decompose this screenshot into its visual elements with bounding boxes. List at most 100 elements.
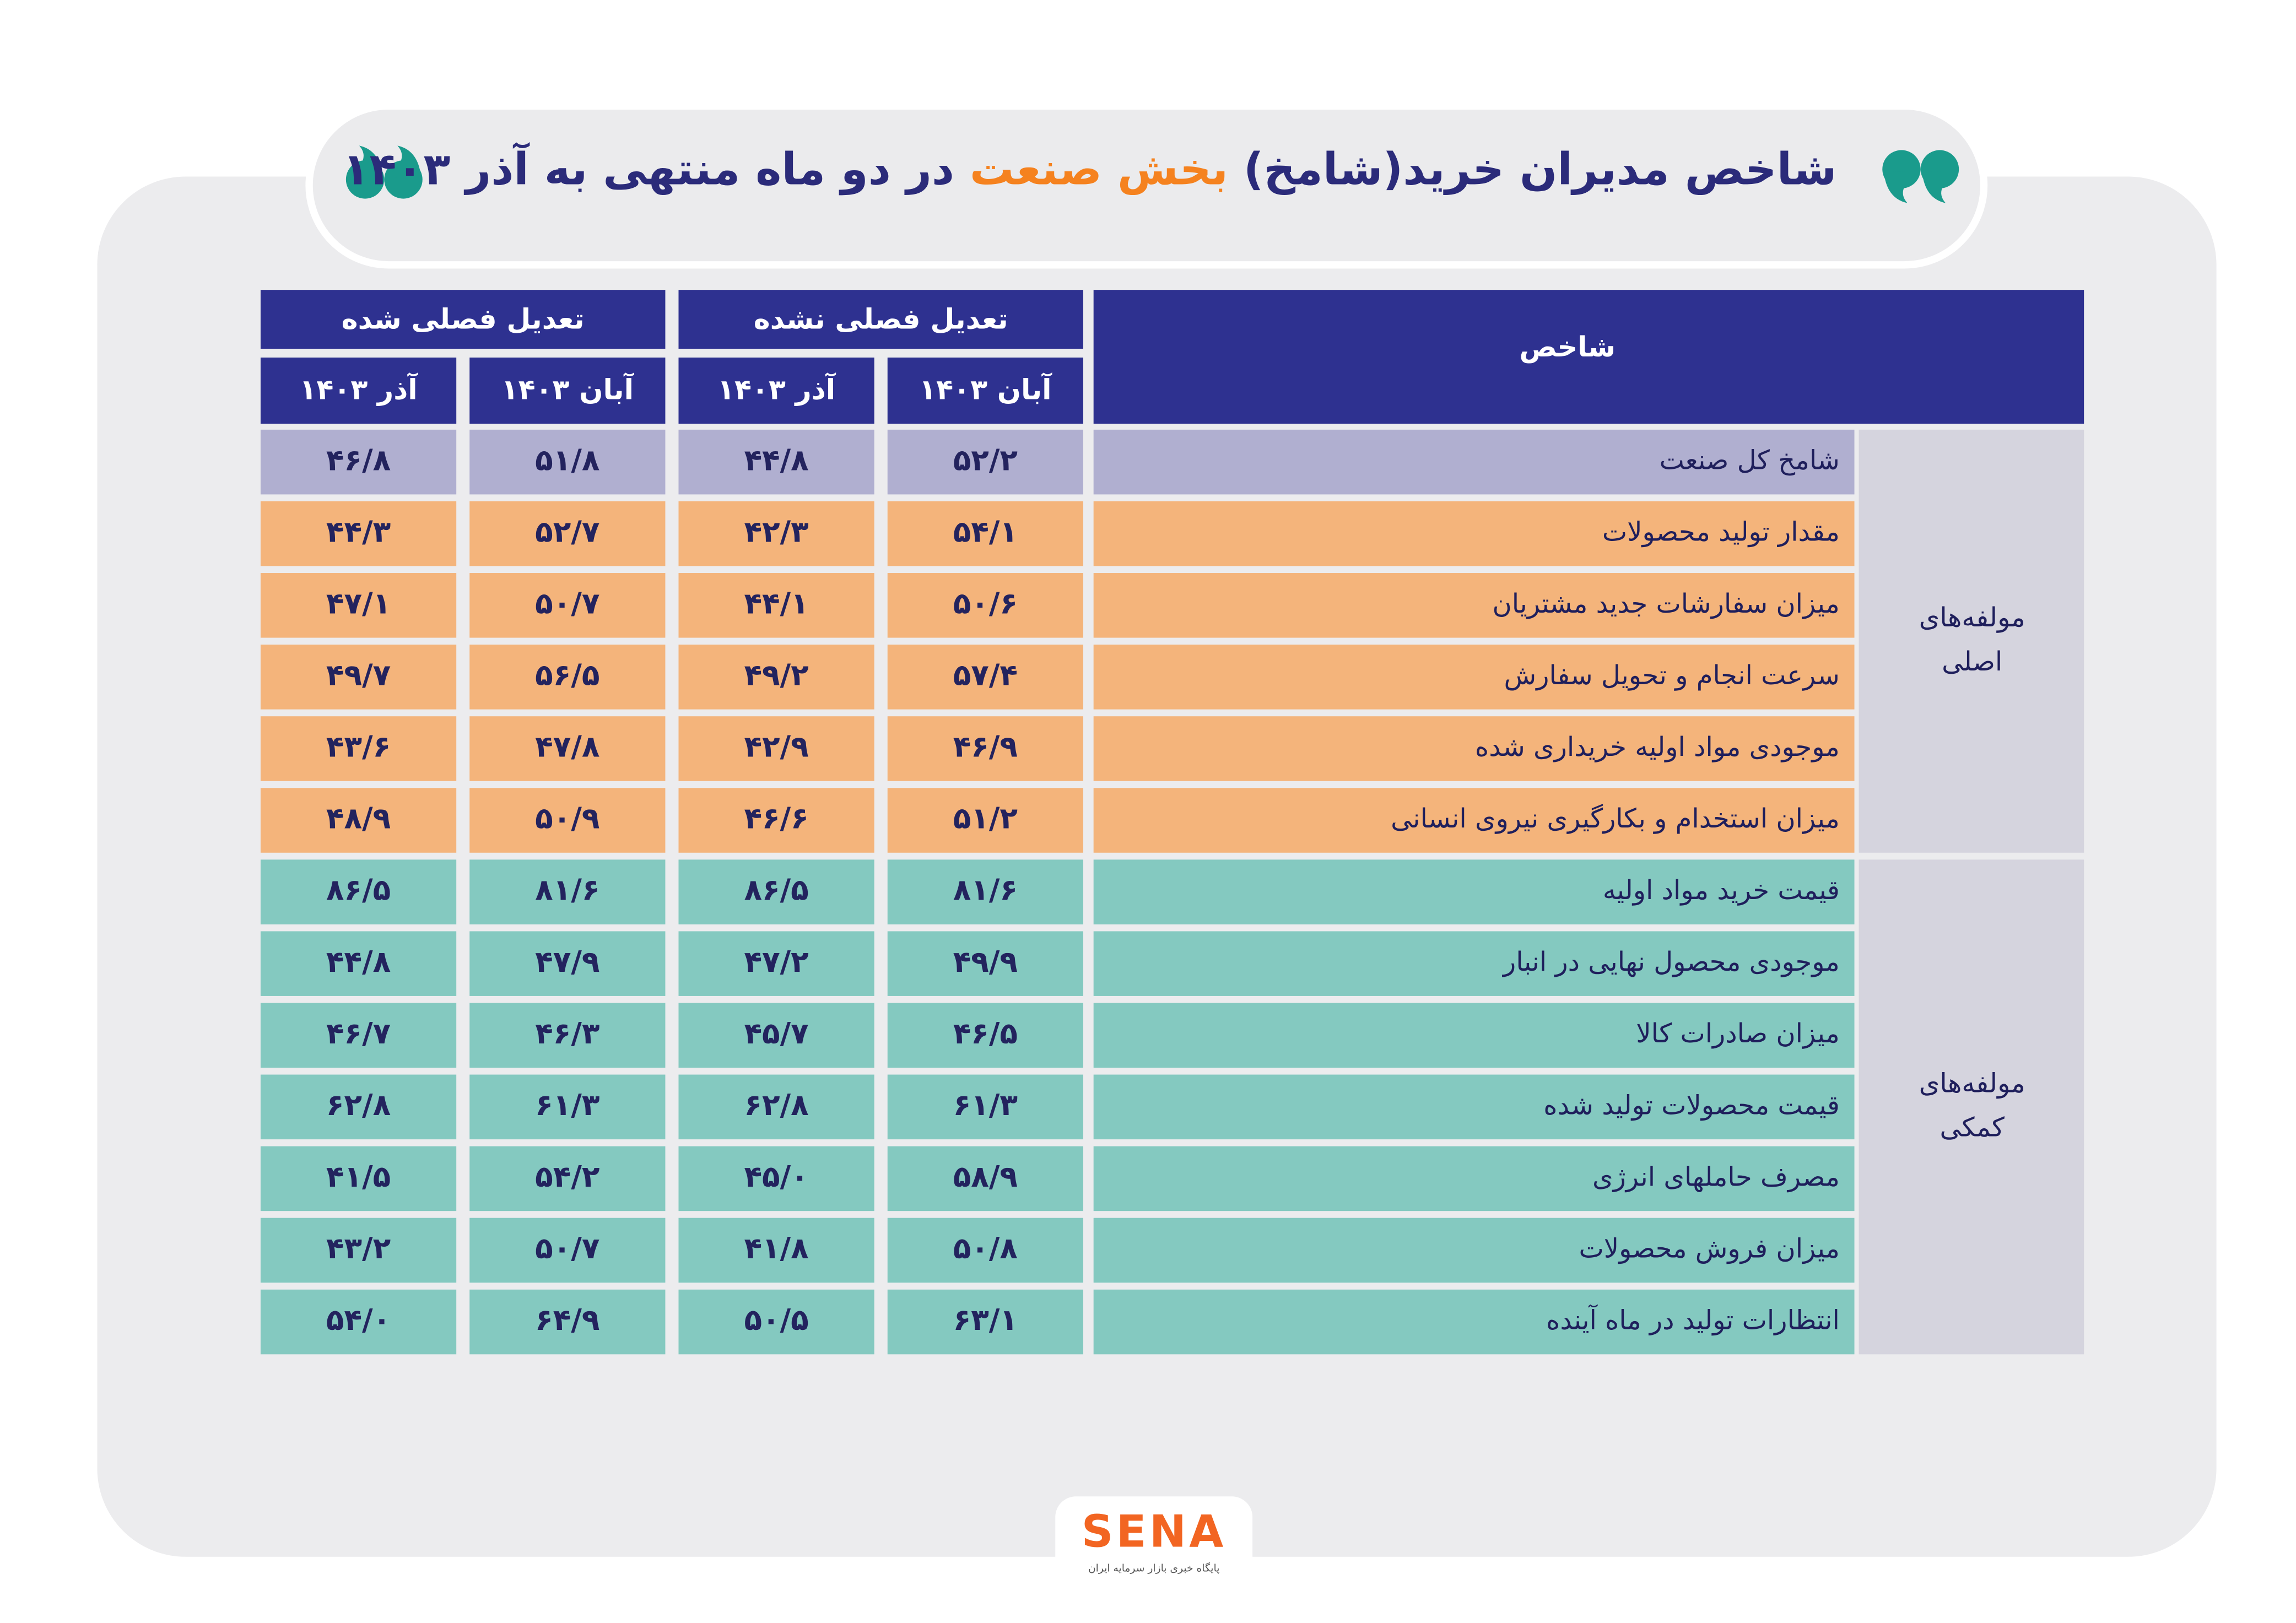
logo: SENA bbox=[1082, 1506, 1227, 1557]
value: ۶۲/۸ bbox=[326, 1088, 391, 1122]
column-header: آبان ۱۴۰۳ bbox=[501, 372, 635, 405]
value-cell bbox=[260, 645, 457, 710]
value: ۶۴/۹ bbox=[535, 1302, 599, 1337]
value: ۴۸/۹ bbox=[326, 801, 391, 836]
value-cell bbox=[887, 716, 1083, 781]
value: ۴۴/۱ bbox=[744, 586, 808, 620]
row-cell bbox=[1093, 1074, 1855, 1140]
value: ۴۱/۵ bbox=[326, 1159, 391, 1194]
value: ۴۶/۸ bbox=[326, 442, 391, 477]
row-label: میزان سفارشات جدید مشتریان bbox=[1492, 588, 1839, 619]
row-label: موجودی مواد اولیه خریداری شده bbox=[1475, 732, 1840, 762]
group-cell bbox=[1859, 859, 2084, 1355]
value: ۴۶/۵ bbox=[953, 1016, 1018, 1051]
row-cell bbox=[1093, 1289, 1855, 1355]
value: ۴۶/۹ bbox=[953, 729, 1018, 764]
value-cell bbox=[469, 501, 666, 566]
header-cell bbox=[260, 290, 666, 349]
row-cell bbox=[1093, 1146, 1855, 1211]
value: ۶۲/۸ bbox=[744, 1088, 808, 1122]
value-cell bbox=[260, 1074, 457, 1140]
value: ۴۲/۳ bbox=[744, 514, 808, 549]
value-cell bbox=[260, 501, 457, 566]
value: ۶۱/۳ bbox=[953, 1088, 1018, 1122]
value-cell bbox=[678, 1146, 874, 1211]
value: ۵۱/۸ bbox=[535, 442, 599, 477]
value: ۵۰/۸ bbox=[953, 1231, 1018, 1265]
value-cell bbox=[887, 931, 1083, 996]
row-cell bbox=[1093, 573, 1855, 638]
value: ۵۰/۹ bbox=[535, 801, 599, 836]
value: ۵۴/۱ bbox=[953, 514, 1018, 549]
value-cell bbox=[887, 1289, 1083, 1355]
value: ۴۴/۳ bbox=[326, 514, 391, 549]
value: ۸۶/۵ bbox=[326, 873, 391, 907]
value-cell bbox=[678, 429, 874, 495]
row-cell bbox=[1093, 716, 1855, 781]
value: ۴۷/۲ bbox=[744, 944, 808, 979]
value-cell bbox=[887, 1218, 1083, 1283]
value: ۴۷/۱ bbox=[326, 586, 391, 620]
value-cell bbox=[678, 1003, 874, 1068]
value-cell bbox=[469, 931, 666, 996]
table: شاخص تعدیل فصلی نشده آبان ۱۴۰۳ آذر ۱۴۰۳ تعدی… bbox=[260, 290, 2084, 1355]
column-group-header: تعدیل فصلی نشده bbox=[754, 302, 1008, 335]
value: ۶۱/۳ bbox=[535, 1088, 599, 1122]
value: ۴۳/۶ bbox=[326, 729, 391, 764]
value: ۴۹/۷ bbox=[326, 658, 391, 693]
value: ۵۰/۶ bbox=[953, 586, 1018, 620]
value-cell bbox=[260, 1289, 457, 1355]
value-cell bbox=[260, 788, 457, 853]
value: ۵۸/۹ bbox=[953, 1159, 1018, 1194]
row-label: مقدار تولید محصولات bbox=[1602, 517, 1840, 548]
value-cell bbox=[678, 1289, 874, 1355]
value-cell bbox=[678, 1218, 874, 1283]
value: ۵۴/۲ bbox=[535, 1159, 599, 1194]
row-label: قیمت خرید مواد اولیه bbox=[1603, 875, 1840, 906]
value: ۵۷/۴ bbox=[953, 658, 1018, 693]
title-highlight: بخش صنعت bbox=[970, 143, 1228, 194]
value-cell bbox=[678, 859, 874, 924]
value-cell bbox=[678, 788, 874, 853]
row-label: مصرف حاملهای انرژی bbox=[1592, 1161, 1840, 1192]
value: ۵۲/۲ bbox=[953, 442, 1018, 477]
row-group-label: مولفه‌های bbox=[1919, 1068, 2025, 1099]
row-cell bbox=[1093, 931, 1855, 996]
value-cell bbox=[678, 716, 874, 781]
value-cell bbox=[678, 501, 874, 566]
value-cell bbox=[469, 573, 666, 638]
value: ۴۱/۸ bbox=[744, 1231, 808, 1265]
value-cell bbox=[887, 788, 1083, 853]
value: ۴۶/۷ bbox=[326, 1016, 391, 1051]
value-cell bbox=[469, 645, 666, 710]
value-cell bbox=[887, 645, 1083, 710]
value-cell bbox=[260, 716, 457, 781]
value-cell bbox=[887, 1003, 1083, 1068]
header-cell bbox=[260, 358, 457, 424]
row-cell bbox=[1093, 501, 1855, 566]
row-label: انتظارات تولید در ماه آینده bbox=[1546, 1304, 1840, 1336]
value-cell bbox=[260, 1218, 457, 1283]
value: ۴۴/۸ bbox=[326, 944, 391, 979]
value: ۴۳/۲ bbox=[326, 1231, 391, 1265]
value: ۴۶/۳ bbox=[535, 1016, 599, 1051]
value-cell bbox=[469, 1146, 666, 1211]
value: ۸۱/۶ bbox=[953, 873, 1018, 907]
value-cell bbox=[469, 429, 666, 495]
header-cell bbox=[469, 358, 666, 424]
value: ۴۷/۸ bbox=[535, 729, 599, 764]
value-cell bbox=[260, 429, 457, 495]
value-cell bbox=[887, 501, 1083, 566]
value: ۵۰/۷ bbox=[535, 586, 599, 620]
value-cell bbox=[887, 1074, 1083, 1140]
value: ۴۲/۹ bbox=[744, 729, 808, 764]
value: ۵۶/۵ bbox=[535, 658, 599, 693]
row-cell bbox=[1093, 1218, 1855, 1283]
value-cell bbox=[678, 931, 874, 996]
value-cell bbox=[678, 573, 874, 638]
row-group-label: کمکی bbox=[1940, 1112, 2005, 1143]
column-header: آذر ۱۴۰۳ bbox=[299, 372, 418, 405]
value-cell bbox=[887, 429, 1083, 495]
value: ۸۱/۶ bbox=[535, 873, 599, 907]
row-cell bbox=[1093, 1003, 1855, 1068]
